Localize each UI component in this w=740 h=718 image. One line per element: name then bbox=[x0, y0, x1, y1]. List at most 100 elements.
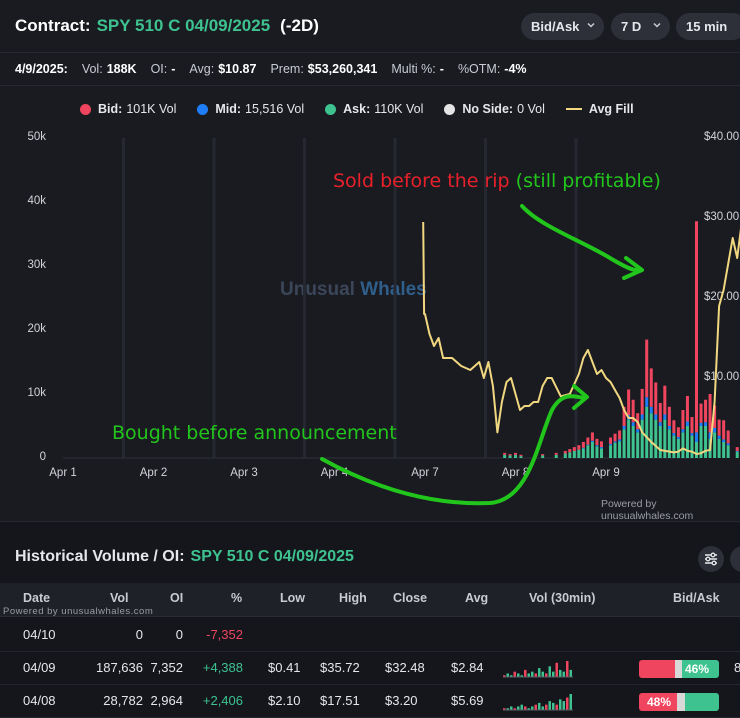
col-close[interactable]: Close bbox=[393, 591, 428, 605]
bid-volume-bar bbox=[519, 454, 523, 457]
ask-share bbox=[685, 693, 719, 711]
row-change: +2,406 bbox=[202, 693, 243, 708]
col-avg[interactable]: Avg bbox=[465, 591, 489, 605]
sparkline-bar bbox=[559, 699, 562, 710]
col-date[interactable]: Date bbox=[23, 591, 51, 605]
ask-volume-bar bbox=[649, 413, 653, 458]
bid-volume-bar bbox=[572, 447, 576, 451]
mid-volume-bar bbox=[663, 414, 667, 420]
chart-powered-by[interactable]: Powered by unusualwhales.com bbox=[601, 498, 694, 522]
contract-name[interactable]: SPY 510 C 04/09/2025 bbox=[96, 16, 271, 35]
bid-volume-bar bbox=[649, 368, 653, 407]
row-vol: 28,782 bbox=[103, 693, 143, 708]
mid-volume-bar bbox=[590, 440, 594, 442]
sparkline-bar bbox=[552, 702, 555, 710]
interval-filter-dropdown[interactable]: 15 min bbox=[676, 13, 740, 40]
bid-volume-bar bbox=[627, 389, 631, 416]
legend-avg-fill[interactable]: Avg Fill bbox=[565, 102, 638, 116]
sparkline-bar bbox=[513, 671, 516, 677]
range-filter-dropdown[interactable]: 7 D bbox=[611, 13, 670, 40]
contract-summary-bar: 4/9/2025: Vol: 188K OI: - Avg: $10.87 Prem:… bbox=[0, 52, 740, 86]
legend-ask[interactable]: Ask: 110K Vol bbox=[325, 102, 423, 116]
bid-volume-bar bbox=[672, 420, 676, 434]
col-vol-30min[interactable]: Vol (30min) bbox=[529, 591, 596, 605]
col-bid-ask[interactable]: Bid/Ask bbox=[673, 591, 720, 605]
ask-volume-bar bbox=[519, 456, 523, 458]
bid-volume-bar bbox=[563, 450, 567, 454]
annotation-bought: Bought before announcement bbox=[112, 422, 397, 444]
mid-volume-bar bbox=[595, 445, 599, 447]
row-oi: 2,964 bbox=[150, 693, 183, 708]
annotation-arrowhead-sold bbox=[622, 256, 644, 280]
col-oi[interactable]: OI bbox=[170, 591, 184, 605]
mid-volume-bar bbox=[735, 450, 739, 452]
mid-volume-bar bbox=[708, 432, 712, 439]
history-title: Historical Volume / OI: bbox=[15, 548, 185, 565]
x-tick-label: Apr 9 bbox=[592, 467, 620, 479]
history-contract[interactable]: SPY 510 C 04/09/2025 bbox=[190, 548, 354, 565]
ask-volume-bar bbox=[554, 454, 558, 458]
x-tick-label: Apr 1 bbox=[49, 467, 77, 479]
settings-sliders-button[interactable] bbox=[698, 546, 724, 572]
sparkline-bar bbox=[517, 706, 520, 710]
ask-volume-bar bbox=[541, 455, 545, 458]
ask-volume-bar bbox=[609, 445, 613, 458]
row-close: $32.48 bbox=[385, 660, 425, 675]
row-close: $3.20 bbox=[385, 693, 418, 708]
side-filter-dropdown[interactable]: Bid/Ask bbox=[521, 13, 604, 40]
history-row[interactable]: 04/08 28,782 2,964 +2,406 $2.10 $17.51 $3.20 $5… bbox=[0, 684, 740, 718]
ask-volume-bar bbox=[704, 426, 708, 458]
history-row[interactable]: 04/10 0 0 -7,352 bbox=[0, 618, 740, 652]
sparkline-bar bbox=[566, 661, 569, 677]
ask-volume-bar bbox=[685, 426, 689, 458]
chevron-button[interactable] bbox=[730, 546, 740, 572]
contract-header: Contract: SPY 510 C 04/09/2025 (-2D) bbox=[0, 0, 740, 52]
bid-volume-bar bbox=[541, 454, 545, 456]
mid-volume-bar bbox=[672, 433, 676, 436]
y-left-tick-label: 40k bbox=[27, 195, 46, 207]
summary-oi: OI: - bbox=[150, 62, 176, 76]
row-bid-ask-percent: 48% bbox=[647, 695, 672, 709]
row-overflow-value: 8 bbox=[734, 660, 740, 675]
ask-volume-bar bbox=[640, 419, 644, 458]
y-right-tick-label: $40.00 bbox=[704, 131, 740, 143]
legend-bid[interactable]: Bid: 101K Vol bbox=[80, 102, 176, 116]
summary-avg: Avg: $10.87 bbox=[189, 62, 257, 76]
bid-share bbox=[639, 660, 675, 678]
chevron-down-icon bbox=[587, 22, 595, 28]
sparkline-bar bbox=[503, 675, 506, 677]
col-vol[interactable]: Vol bbox=[110, 591, 129, 605]
history-row[interactable]: 04/09 187,636 7,352 +4,388 $0.41 $35.72 $32.48… bbox=[0, 651, 740, 685]
sparkline-bar bbox=[524, 669, 527, 677]
sparkline-bar bbox=[506, 708, 509, 710]
bid-volume-bar bbox=[722, 420, 726, 440]
ask-share bbox=[682, 660, 719, 678]
col-low[interactable]: Low bbox=[280, 591, 305, 605]
range-filter-value: 7 D bbox=[621, 19, 642, 34]
ask-volume-bar bbox=[690, 435, 694, 458]
ask-volume-bar bbox=[663, 419, 667, 458]
sparkline-bar bbox=[559, 669, 562, 677]
bid-volume-bar bbox=[681, 410, 685, 430]
side-filter-value: Bid/Ask bbox=[531, 19, 580, 34]
bid-volume-bar bbox=[581, 442, 585, 448]
col-change[interactable]: % bbox=[231, 591, 243, 605]
bid-volume-bar bbox=[713, 405, 717, 428]
bid-volume-bar bbox=[717, 419, 721, 436]
interval-filter-value: 15 min bbox=[686, 19, 728, 34]
row-vol: 0 bbox=[135, 627, 143, 642]
row-oi: 0 bbox=[175, 627, 183, 642]
ask-volume-bar bbox=[735, 451, 739, 458]
mid-volume-bar bbox=[618, 439, 622, 442]
bid-volume-bar bbox=[508, 454, 512, 456]
ask-volume-bar bbox=[503, 454, 507, 458]
ask-volume-bar bbox=[667, 429, 671, 458]
mid-volume-bar bbox=[649, 406, 653, 414]
summary-vol: Vol: 188K bbox=[81, 62, 137, 76]
summary-premium: Prem: $53,260,341 bbox=[270, 62, 378, 76]
legend-mid[interactable]: Mid: 15,516 Vol bbox=[197, 102, 304, 116]
sparkline-bar bbox=[527, 673, 530, 677]
col-high[interactable]: High bbox=[339, 591, 367, 605]
mid-volume-bar bbox=[699, 422, 703, 426]
legend-no-side[interactable]: No Side: 0 Vol bbox=[444, 102, 545, 116]
